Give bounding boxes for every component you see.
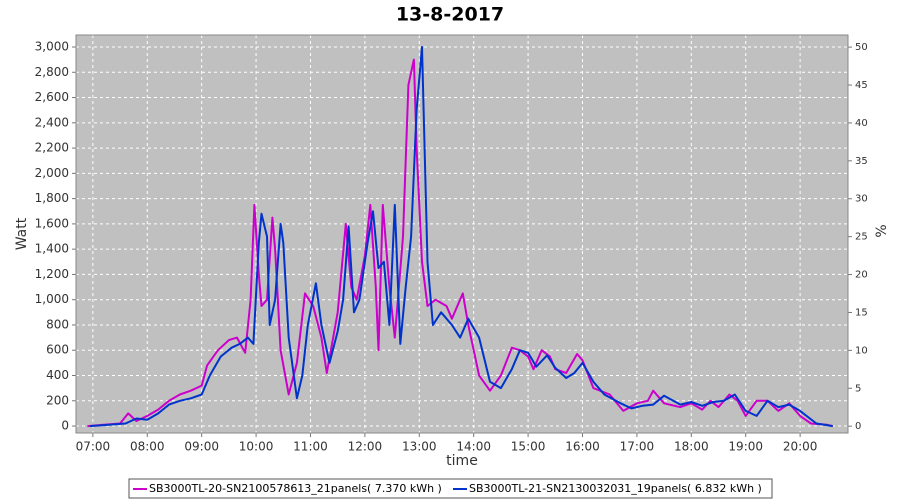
- y-tick-label: 0: [61, 419, 69, 433]
- y2-tick-label: 40: [855, 118, 868, 129]
- y2-tick-label: 50: [855, 42, 868, 53]
- y2-tick-label: 15: [855, 307, 868, 318]
- y2-tick-label: 20: [855, 270, 868, 281]
- y-tick-label: 1,800: [35, 191, 69, 205]
- y-tick-label: 400: [46, 368, 69, 382]
- x-tick-label: 12:00: [348, 440, 383, 454]
- y-tick-label: 2,000: [35, 166, 69, 180]
- legend-label: SB3000TL-20-SN2100578613_21panels( 7.370…: [149, 482, 442, 495]
- x-tick-label: 15:00: [511, 440, 546, 454]
- series-line: [87, 58, 834, 428]
- y2-axis-label: %: [874, 224, 890, 237]
- plot-area: [76, 35, 848, 433]
- y-tick-label: 1,000: [35, 292, 69, 306]
- y-tick-label: 800: [46, 317, 69, 331]
- x-axis-label: time: [446, 453, 478, 469]
- legend-box: [128, 478, 773, 499]
- chart-title: 13-8-2017: [396, 4, 504, 26]
- x-tick-label: 09:00: [184, 440, 219, 454]
- y-tick-label: 1,200: [35, 267, 69, 281]
- y-tick-label: 3,000: [35, 40, 69, 54]
- x-tick-label: 17:00: [620, 440, 655, 454]
- plot-border: [75, 34, 849, 434]
- y-tick-label: 2,200: [35, 141, 69, 155]
- y2-tick-label: 5: [855, 383, 861, 394]
- x-tick-label: 14:00: [456, 440, 491, 454]
- x-tick-label: 13:00: [402, 440, 437, 454]
- y-tick-label: 600: [46, 343, 69, 357]
- x-tick-label: 16:00: [565, 440, 600, 454]
- x-tick-label: 19:00: [728, 440, 763, 454]
- x-tick-label: 08:00: [130, 440, 165, 454]
- y-axis-label: Watt: [14, 217, 30, 250]
- y2-tick-label: 0: [855, 421, 861, 432]
- y-tick-label: 1,400: [35, 242, 69, 256]
- x-tick-label: 20:00: [783, 440, 818, 454]
- y2-tick-label: 10: [855, 345, 868, 356]
- x-tick-label: 11:00: [293, 440, 328, 454]
- y2-tick-label: 30: [855, 194, 868, 205]
- y-tick-label: 2,400: [35, 115, 69, 129]
- x-tick-label: 07:00: [76, 440, 111, 454]
- y2-tick-label: 25: [855, 232, 868, 243]
- x-tick-label: 18:00: [674, 440, 709, 454]
- y-tick-label: 200: [46, 393, 69, 407]
- y2-tick-label: 35: [855, 156, 868, 167]
- legend-label: SB3000TL-21-SN2130032031_19panels( 6.832…: [469, 482, 762, 495]
- series-line: [90, 46, 833, 428]
- y-tick-label: 2,800: [35, 65, 69, 79]
- y2-tick-label: 45: [855, 80, 868, 91]
- x-tick-label: 10:00: [239, 440, 274, 454]
- y-tick-label: 2,600: [35, 90, 69, 104]
- y-tick-label: 1,600: [35, 216, 69, 230]
